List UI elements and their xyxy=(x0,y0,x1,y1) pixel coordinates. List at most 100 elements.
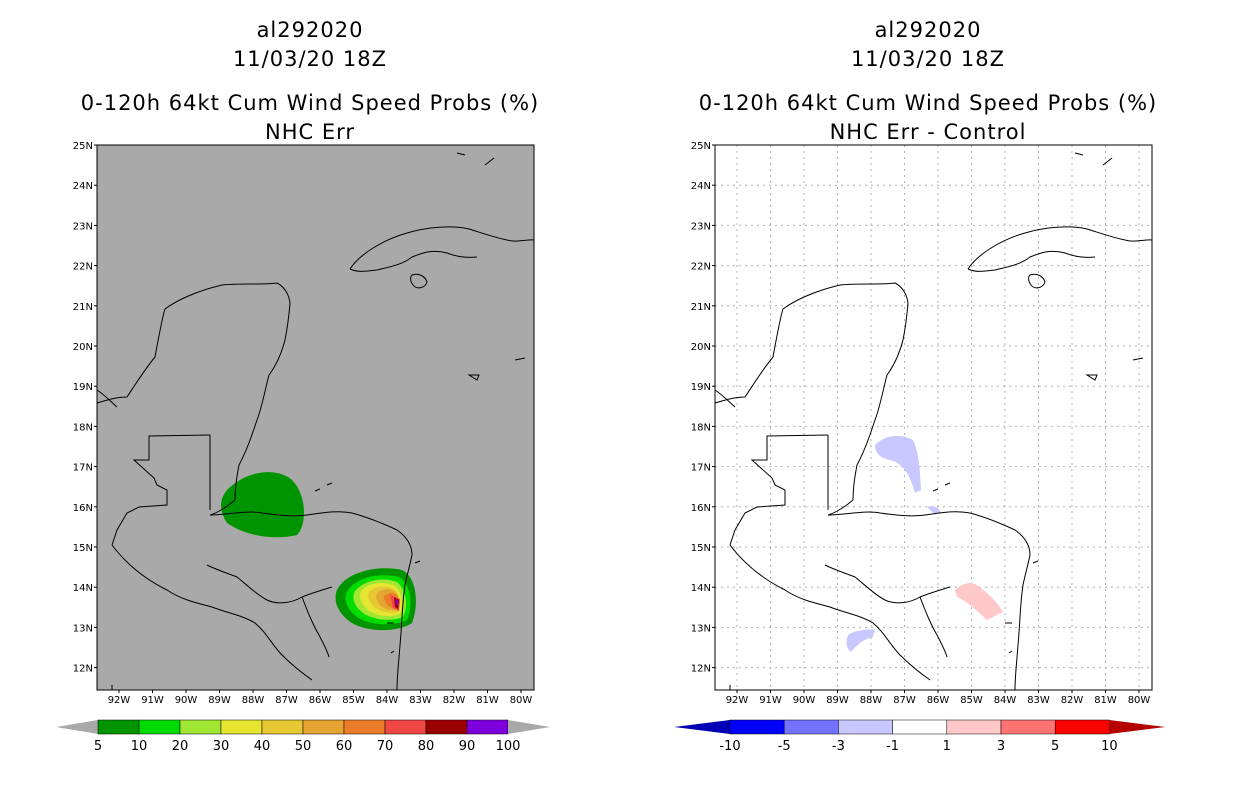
lon-tick-label: 88W xyxy=(860,695,883,706)
coastline-segment xyxy=(96,282,291,404)
coastline-segment xyxy=(827,511,1031,556)
lat-tick-label: 15N xyxy=(691,543,711,554)
lat-tick-label: 20N xyxy=(691,342,711,353)
lon-tick-label: 91W xyxy=(759,695,782,706)
right-map-background xyxy=(715,145,1152,690)
lon-tick-label: 86W xyxy=(309,695,332,706)
right-diff-region-negative-3 xyxy=(846,629,875,652)
lat-tick-label: 24N xyxy=(73,181,93,192)
lat-tick-label: 23N xyxy=(691,221,711,232)
lon-tick-label: 85W xyxy=(342,695,365,706)
lon-tick-label: 88W xyxy=(242,695,265,706)
coastline-segment xyxy=(301,596,330,658)
coastline-segment xyxy=(714,282,909,404)
left-title-product: 0-120h 64kt Cum Wind Speed Probs (%) xyxy=(80,91,540,115)
lon-tick-label: 92W xyxy=(726,695,749,706)
lat-tick-label: 18N xyxy=(691,422,711,433)
coastline-segment xyxy=(967,226,1153,270)
lat-tick-label: 25N xyxy=(691,141,711,152)
lat-tick-label: 17N xyxy=(691,463,711,474)
lon-tick-label: 83W xyxy=(409,695,432,706)
colorbar-label: 70 xyxy=(377,739,394,754)
lat-tick-label: 19N xyxy=(73,382,93,393)
colorbar-swatch xyxy=(261,719,304,735)
coastline-segment xyxy=(1032,560,1039,564)
coastline-segment xyxy=(410,273,428,289)
lat-tick-label: 14N xyxy=(73,583,93,594)
colorbar-label: -10 xyxy=(719,739,740,754)
colorbar-label: -5 xyxy=(778,739,791,754)
colorbar-swatch xyxy=(838,719,893,735)
left-probability-map xyxy=(96,144,535,691)
colorbar-left-arrow xyxy=(674,720,730,734)
coastline-segment xyxy=(1028,273,1046,289)
right-axis-labels: 25N 24N 23N 22N 21N 20N 19N 18N 17N 16N 15N 14N 13N 1… xyxy=(691,141,1151,706)
lat-tick-label: 16N xyxy=(691,503,711,514)
lat-tick-label: 13N xyxy=(73,623,93,634)
colorbar-label: 5 xyxy=(94,739,102,754)
coastline-segment xyxy=(111,434,211,546)
colorbar-swatch xyxy=(729,719,785,735)
coastline-segment xyxy=(234,374,270,501)
coastline-segment xyxy=(414,560,421,564)
left-prob-region-north xyxy=(221,472,304,538)
coastline-segment xyxy=(932,488,939,492)
lon-tick-label: 92W xyxy=(108,695,131,706)
colorbar-swatch xyxy=(1054,719,1110,735)
colorbar-label: 50 xyxy=(295,739,312,754)
colorbar-label: 1 xyxy=(943,739,951,754)
coastline-segment xyxy=(1074,152,1084,156)
coastline-segment xyxy=(1008,650,1013,654)
coastline-segment xyxy=(729,434,829,546)
right-title-subtitle: NHC Err - Control xyxy=(829,120,1027,144)
right-diff-region-negative-2 xyxy=(927,506,941,513)
coastline-segment xyxy=(1085,374,1098,381)
colorbar-swatch xyxy=(466,719,509,735)
right-difference-map xyxy=(714,144,1153,691)
lat-tick-label: 12N xyxy=(73,664,93,675)
left-axis-labels: 25N 24N 23N 22N 21N 20N 19N 18N 17N 16N 15N 14N 13N 1… xyxy=(73,141,533,706)
colorbar-label: 10 xyxy=(1101,739,1118,754)
left-title-date: 11/03/20 18Z xyxy=(232,47,388,71)
lat-tick-label: 21N xyxy=(73,302,93,313)
lat-tick-label: 23N xyxy=(73,221,93,232)
colorbar-swatch xyxy=(343,719,386,735)
colorbar-swatch xyxy=(425,719,468,735)
colorbar-label: 30 xyxy=(213,739,230,754)
colorbar-label: 40 xyxy=(254,739,271,754)
colorbar-label: 10 xyxy=(131,739,148,754)
lon-tick-label: 87W xyxy=(275,695,298,706)
colorbar-label: -3 xyxy=(832,739,845,754)
lat-tick-label: 17N xyxy=(73,463,93,474)
coastline-segment xyxy=(484,157,495,166)
lon-tick-label: 82W xyxy=(443,695,466,706)
colorbar-label: 60 xyxy=(336,739,353,754)
lat-tick-label: 19N xyxy=(691,382,711,393)
coastline-segment xyxy=(111,544,313,681)
coastline-segment xyxy=(456,152,466,156)
coastline-segment xyxy=(852,374,888,501)
left-prob-region-90 xyxy=(395,599,398,607)
lon-tick-label: 82W xyxy=(1061,695,1084,706)
coastline-segment xyxy=(96,389,118,408)
colorbar-swatch xyxy=(384,719,427,735)
lon-tick-label: 80W xyxy=(1128,695,1151,706)
coastline-segment xyxy=(919,596,948,658)
lat-tick-label: 21N xyxy=(691,302,711,313)
lon-tick-label: 80W xyxy=(510,695,533,706)
colorbar-left-arrow xyxy=(56,720,98,734)
lat-tick-label: 12N xyxy=(691,664,711,675)
colorbar-label: -1 xyxy=(886,739,899,754)
colorbar-label: 80 xyxy=(418,739,435,754)
lat-tick-label: 14N xyxy=(691,583,711,594)
lon-tick-label: 90W xyxy=(175,695,198,706)
lon-tick-label: 89W xyxy=(826,695,849,706)
lat-tick-label: 22N xyxy=(73,262,93,273)
lon-tick-label: 81W xyxy=(1094,695,1117,706)
left-colorbar: 5 10 20 30 40 50 60 70 80 90 100 xyxy=(56,719,550,754)
lat-tick-label: 25N xyxy=(73,141,93,152)
right-diff-region-positive-1 xyxy=(955,582,1003,620)
coastline-segment xyxy=(206,564,333,604)
lon-tick-label: 84W xyxy=(376,695,399,706)
coastline-segment xyxy=(1102,157,1113,166)
